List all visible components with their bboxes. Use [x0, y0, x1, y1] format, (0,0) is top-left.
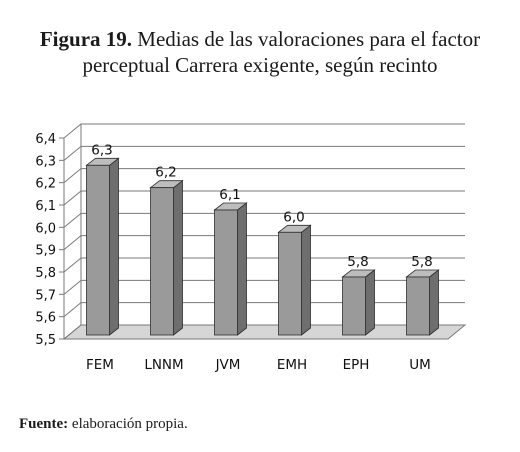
bar — [277, 224, 312, 336]
bar-series — [85, 157, 440, 336]
bar — [149, 179, 184, 336]
bar-side — [237, 202, 247, 336]
y-tick-label: 6,2 — [35, 177, 56, 192]
bar-side — [173, 179, 183, 336]
figure-number: Figura 19. — [39, 27, 133, 51]
gridline — [63, 123, 465, 139]
chart-floor — [62, 324, 467, 340]
gridline — [63, 235, 465, 251]
y-tick-label: 6,0 — [35, 221, 56, 236]
bar-front — [214, 209, 238, 336]
figure-title-line2: perceptual Carrera exigente, según recin… — [82, 53, 438, 77]
data-label: 5,8 — [411, 254, 432, 270]
y-tick-label: 6,1 — [35, 199, 56, 214]
bar — [405, 269, 440, 336]
category-label: EMH — [277, 357, 307, 373]
data-label: 6,1 — [219, 187, 240, 203]
y-tick-label: 5,6 — [35, 311, 56, 326]
bar-side — [109, 157, 119, 336]
y-tick-label: 5,9 — [35, 244, 56, 259]
category-label: EPH — [343, 357, 370, 373]
chart-grid — [62, 123, 467, 340]
source-label: Fuente: — [19, 416, 69, 432]
data-label: 5,8 — [347, 254, 368, 270]
gridline — [63, 145, 465, 161]
y-tick-label: 6,3 — [35, 154, 56, 169]
bar-front — [278, 231, 302, 336]
data-label: 6,2 — [155, 165, 176, 181]
bar — [341, 269, 376, 336]
data-label: 6,0 — [283, 209, 304, 225]
y-tick-label: 5,7 — [35, 288, 56, 303]
category-label: LNNM — [144, 357, 183, 373]
data-label: 6,3 — [91, 142, 112, 158]
bar-front — [406, 276, 430, 336]
source-text: elaboración propia. — [71, 416, 188, 432]
category-label: UM — [409, 357, 431, 373]
gridline — [63, 257, 465, 273]
gridline — [63, 168, 465, 184]
y-tick-label: 6,4 — [35, 132, 56, 147]
y-tick-label: 5,8 — [35, 266, 56, 281]
category-label: FEM — [86, 357, 114, 373]
bar — [213, 202, 248, 336]
gridline — [63, 190, 465, 206]
bar-chart: 5,5 5,6 5,7 5,8 5,9 6,0 6,1 6,2 6,3 6,4 6,3 6,2 6,1… — [35, 123, 467, 373]
gridline — [63, 279, 465, 295]
data-labels: 6,3 6,2 6,1 6,0 5,8 5,8 — [91, 142, 432, 270]
bar-front — [342, 276, 366, 336]
figure-title-line1: Medias de las valoraciones para el facto… — [137, 27, 481, 51]
bar-front — [86, 164, 110, 336]
y-axis: 5,5 5,6 5,7 5,8 5,9 6,0 6,1 6,2 6,3 6,4 — [35, 132, 65, 348]
category-label: JVM — [215, 357, 241, 373]
figure-source: Fuente: elaboración propia. — [19, 416, 188, 433]
bar-side — [301, 224, 311, 336]
y-tick-label: 5,5 — [35, 333, 56, 348]
gridline — [63, 302, 465, 318]
figure-title: Figura 19. Medias de las valoraciones pa… — [0, 26, 520, 78]
gridline — [63, 324, 465, 340]
bar — [85, 157, 120, 336]
gridline — [63, 212, 465, 228]
bar-front — [150, 187, 174, 336]
bar-side — [429, 269, 439, 336]
x-axis: FEM LNNM JVM EMH EPH UM — [86, 357, 431, 373]
bar-side — [365, 269, 375, 336]
